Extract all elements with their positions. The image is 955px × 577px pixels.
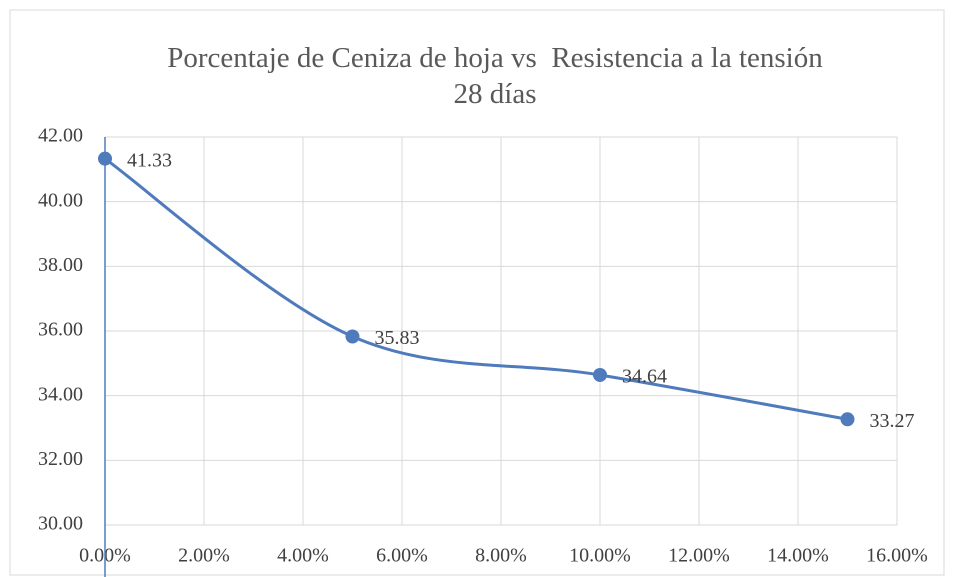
data-label: 33.27 bbox=[870, 410, 915, 432]
y-tick-label: 36.00 bbox=[38, 319, 83, 341]
x-tick-label: 6.00% bbox=[376, 545, 428, 567]
data-label: 35.83 bbox=[375, 327, 420, 349]
data-point bbox=[593, 367, 607, 382]
chart-border bbox=[9, 9, 945, 576]
series-line bbox=[104, 157, 848, 421]
x-tick-label: 12.00% bbox=[668, 545, 730, 567]
x-tick-label: 4.00% bbox=[277, 545, 329, 567]
data-point bbox=[345, 329, 360, 344]
y-tick-label: 42.00 bbox=[38, 125, 83, 147]
y-tick-label: 34.00 bbox=[38, 383, 83, 405]
x-tick-label: 16.00% bbox=[866, 545, 928, 567]
y-tick-label: 32.00 bbox=[38, 448, 83, 470]
chart-title: Porcentaje de Ceniza de hoja vs Resisten… bbox=[167, 42, 830, 110]
x-tick-label: 2.00% bbox=[178, 545, 230, 567]
x-tick-label: 8.00% bbox=[475, 545, 527, 567]
y-tick-label: 30.00 bbox=[38, 513, 83, 535]
y-tick-label: 40.00 bbox=[38, 189, 83, 211]
data-point bbox=[840, 412, 855, 427]
x-tick-label: 10.00% bbox=[569, 545, 631, 567]
data-label: 34.64 bbox=[622, 366, 667, 388]
data-label: 41.33 bbox=[127, 149, 172, 171]
x-tick-label: 14.00% bbox=[767, 545, 829, 567]
y-tick-label: 38.00 bbox=[38, 254, 83, 276]
data-point bbox=[98, 151, 112, 166]
